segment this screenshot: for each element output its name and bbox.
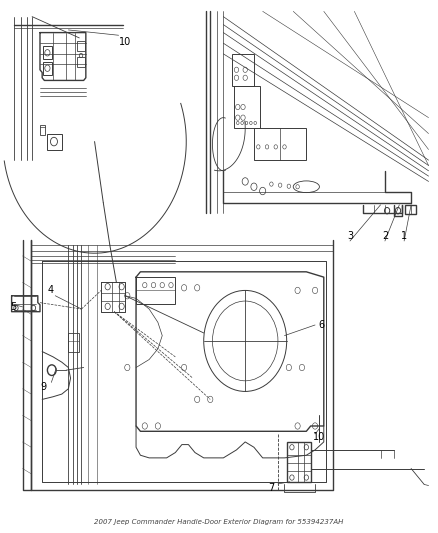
Text: 6: 6 bbox=[318, 320, 325, 330]
Bar bbox=[43, 62, 52, 75]
Text: 4: 4 bbox=[48, 286, 54, 295]
Bar bbox=[136, 277, 175, 304]
Bar bbox=[232, 54, 254, 86]
Bar bbox=[77, 56, 85, 67]
Bar bbox=[234, 86, 261, 128]
Text: 5: 5 bbox=[11, 302, 17, 312]
Bar bbox=[43, 46, 52, 59]
Text: 2: 2 bbox=[382, 231, 388, 241]
Text: 10: 10 bbox=[119, 37, 131, 46]
Text: 1: 1 bbox=[401, 231, 407, 241]
Bar bbox=[68, 333, 79, 352]
Text: 2007 Jeep Commander Handle-Door Exterior Diagram for 55394237AH: 2007 Jeep Commander Handle-Door Exterior… bbox=[94, 519, 344, 524]
Text: 3: 3 bbox=[347, 231, 353, 241]
Text: 9: 9 bbox=[40, 382, 46, 392]
Bar bbox=[46, 134, 62, 150]
Text: 7: 7 bbox=[268, 483, 275, 493]
Bar bbox=[77, 41, 85, 51]
Bar bbox=[254, 128, 306, 160]
Bar bbox=[406, 205, 417, 214]
Bar bbox=[287, 442, 311, 482]
Text: 10: 10 bbox=[313, 432, 325, 442]
Bar bbox=[40, 125, 45, 135]
